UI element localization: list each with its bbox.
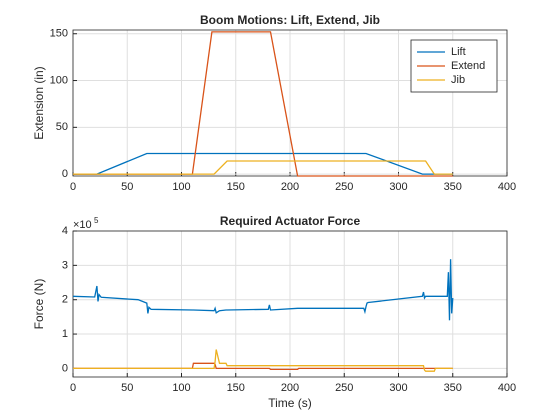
x-tick-label: 50 bbox=[121, 382, 133, 394]
x-tick-label: 0 bbox=[70, 181, 76, 193]
y-tick-label: 150 bbox=[50, 28, 68, 40]
x-tick-label: 200 bbox=[281, 181, 299, 193]
axes-box bbox=[72, 29, 508, 177]
legend-label: Lift bbox=[451, 46, 466, 58]
x-tick-label: 200 bbox=[281, 382, 299, 394]
axes-box bbox=[72, 230, 508, 378]
y-tick-label: 4 bbox=[62, 225, 68, 237]
x-tick-label: 400 bbox=[498, 181, 516, 193]
y-tick-label: 1 bbox=[62, 328, 68, 340]
x-tick-label: 100 bbox=[172, 382, 190, 394]
x-tick-label: 300 bbox=[389, 181, 407, 193]
x-tick-label: 250 bbox=[335, 382, 353, 394]
y-tick-label: 0 bbox=[62, 168, 68, 180]
y-tick-label: 100 bbox=[50, 74, 68, 86]
y-axis-label: Force (N) bbox=[32, 279, 46, 330]
chart-title: Boom Motions: Lift, Extend, Jib bbox=[200, 13, 380, 27]
x-tick-label: 400 bbox=[498, 382, 516, 394]
y-exponent-power: 5 bbox=[94, 216, 99, 225]
x-tick-label: 150 bbox=[227, 382, 245, 394]
legend-label: Extend bbox=[451, 60, 485, 72]
x-axis-label: Time (s) bbox=[268, 396, 312, 410]
legend-label: Jib bbox=[451, 74, 465, 86]
series-line bbox=[73, 152, 453, 175]
x-tick-label: 150 bbox=[227, 181, 245, 193]
y-exponent: ×10 bbox=[73, 219, 92, 231]
x-tick-label: 350 bbox=[444, 181, 462, 193]
y-tick-label: 50 bbox=[56, 121, 68, 133]
series-line bbox=[73, 349, 453, 372]
y-tick-label: 3 bbox=[62, 259, 68, 271]
y-tick-label: 0 bbox=[62, 362, 68, 374]
y-tick-label: 2 bbox=[62, 294, 68, 306]
x-tick-label: 300 bbox=[389, 382, 407, 394]
series-line bbox=[73, 160, 453, 175]
x-tick-label: 50 bbox=[121, 181, 133, 193]
x-tick-label: 0 bbox=[70, 382, 76, 394]
y-axis-label: Extension (in) bbox=[32, 66, 46, 139]
x-tick-label: 100 bbox=[172, 181, 190, 193]
chart-title: Required Actuator Force bbox=[220, 214, 361, 228]
series-line bbox=[72, 259, 454, 321]
x-tick-label: 250 bbox=[335, 181, 353, 193]
x-tick-label: 350 bbox=[444, 382, 462, 394]
